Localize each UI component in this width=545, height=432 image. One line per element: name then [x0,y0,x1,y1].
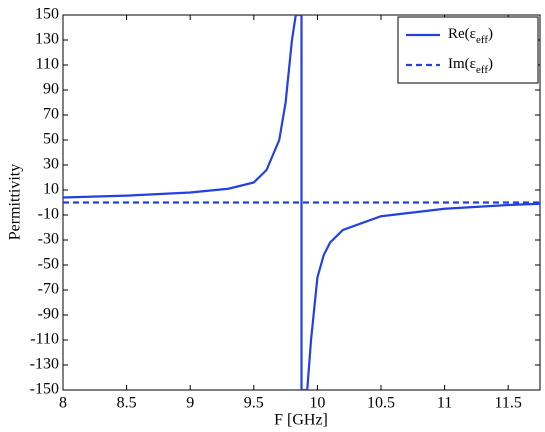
x-tick-label: 10.5 [367,395,395,412]
y-axis-label: Permittivity [7,164,24,240]
legend-text: ) [488,56,493,72]
y-tick-label: -10 [38,206,59,223]
y-tick-label: 30 [43,156,59,173]
y-tick-label: -30 [38,231,59,248]
plot-lines [63,15,540,390]
legend-label: Re(εeff) [448,26,493,45]
x-tick-label: 8.5 [117,395,137,412]
x-tick-label: 11 [437,395,452,412]
x-tick-label: 9 [186,395,194,412]
y-tick-label: 110 [36,56,59,73]
legend-text: ) [488,26,493,42]
legend: Re(εeff)Im(εeff) [397,16,539,84]
x-tick-label: 11.5 [494,395,521,412]
legend-label: Im(εeff) [448,56,493,75]
y-tick-label: -110 [30,331,59,348]
series-line [63,15,540,390]
legend-text: Re(ε [448,26,476,42]
legend-subscript: eff [476,64,488,76]
x-tick-label: 10 [309,395,325,412]
x-axis-label: F [GHz] [274,412,328,429]
x-tick-label: 8 [59,395,67,412]
y-tick-label: -130 [30,356,59,373]
y-tick-label: 50 [43,131,59,148]
y-tick-label: -50 [38,256,59,273]
y-tick-label: -70 [38,281,59,298]
legend-subscript: eff [476,34,488,46]
y-tick-label: -150 [30,381,59,398]
y-tick-label: -90 [38,306,59,323]
legend-box [397,16,539,84]
y-tick-label: 150 [35,6,59,23]
y-tick-label: 90 [43,81,59,98]
y-tick-label: 70 [43,106,59,123]
x-tick-label: 9.5 [244,395,264,412]
legend-text: Im(ε [448,56,476,72]
y-tick-label: 10 [43,181,59,198]
y-tick-label: 130 [35,31,59,48]
